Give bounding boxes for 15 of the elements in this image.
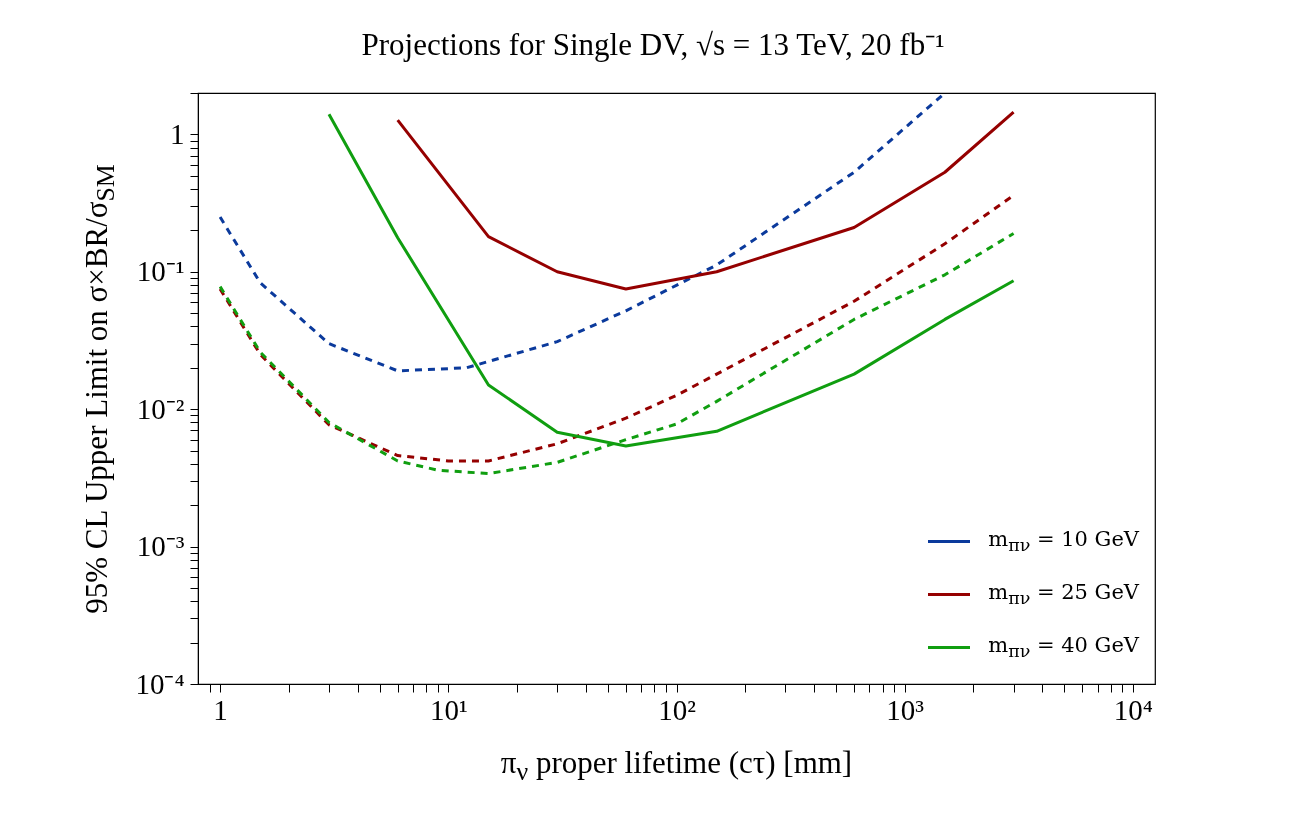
legend-label: m$_{πν}$ = 25 GeV — [988, 580, 1139, 609]
x-tick-label: 10³ — [886, 693, 925, 726]
y-tick-label: 10⁻¹ — [136, 255, 185, 288]
chart-title: Projections for Single DV, √s = 13 TeV, 20 fb⁻¹ — [360, 26, 946, 64]
legend-label: m$_{πν}$ = 40 GeV — [988, 633, 1139, 662]
x-tick-label: 10¹ — [429, 693, 468, 726]
y-tick-label: 1 — [170, 117, 185, 150]
y-tick-label: 10⁻⁴ — [135, 667, 185, 700]
y-tick-label: 10⁻³ — [136, 530, 185, 563]
legend-label: m$_{πν}$ = 10 GeV — [988, 527, 1139, 556]
x-axis-title: π$_{ν}$ proper lifetime (cτ) [mm] — [499, 745, 854, 788]
x-tick-label: 1 — [213, 693, 228, 726]
x-tick-label: 10⁴ — [1113, 693, 1153, 726]
x-tick-label: 10² — [658, 693, 697, 726]
y-tick-label: 10⁻² — [136, 392, 185, 425]
